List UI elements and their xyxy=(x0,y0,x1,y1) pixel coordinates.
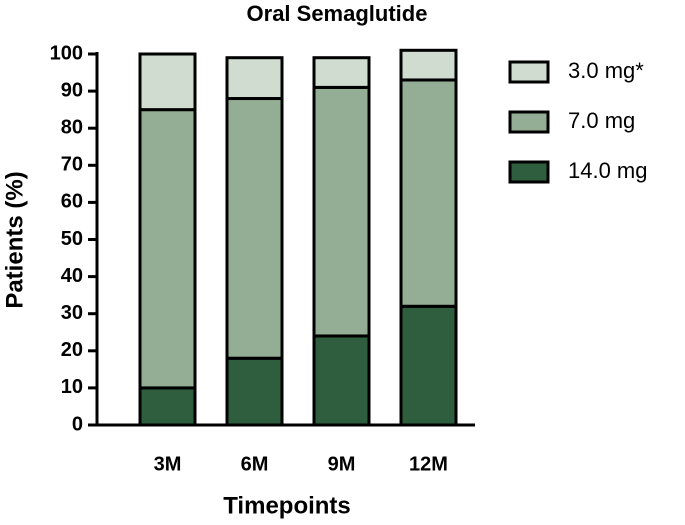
x-axis-label: Timepoints xyxy=(223,492,351,519)
y-tick-label: 90 xyxy=(61,79,83,101)
y-tick-label: 50 xyxy=(61,228,83,250)
y-tick-label: 10 xyxy=(61,376,83,398)
legend-swatch xyxy=(508,60,550,84)
y-tick-label: 30 xyxy=(61,302,83,324)
legend-label: 3.0 mg* xyxy=(568,58,644,83)
y-tick-label: 70 xyxy=(61,154,83,176)
bar-segment xyxy=(138,108,197,390)
y-tick-label: 80 xyxy=(61,116,83,138)
bar-segment xyxy=(312,85,371,338)
x-tick-label: 12M xyxy=(409,453,448,475)
x-tick-label: 6M xyxy=(241,453,269,475)
legend-swatch xyxy=(508,160,550,184)
bar-segment xyxy=(225,356,284,427)
bar-segment xyxy=(312,56,371,89)
bar-segment xyxy=(312,334,371,427)
x-tick-label: 3M xyxy=(154,453,182,475)
bar-segment xyxy=(225,97,284,360)
y-tick-label: 0 xyxy=(72,413,83,435)
bar-segment xyxy=(138,386,197,427)
y-tick-label: 40 xyxy=(61,265,83,287)
legend-label: 14.0 mg xyxy=(568,158,648,183)
chart-title: Oral Semaglutide xyxy=(247,1,428,26)
bar-segment xyxy=(399,78,458,308)
legend-label: 7.0 mg xyxy=(568,108,635,133)
bar-segment xyxy=(138,52,197,112)
legend-swatch xyxy=(508,110,550,134)
bar-segment xyxy=(225,56,284,101)
bar-segment xyxy=(399,304,458,427)
y-tick-label: 20 xyxy=(61,339,83,361)
x-tick-label: 9M xyxy=(328,453,356,475)
bar-segment xyxy=(399,48,458,82)
y-axis-label: Patients (%) xyxy=(1,171,28,308)
y-tick-label: 100 xyxy=(50,42,83,64)
y-tick-label: 60 xyxy=(61,191,83,213)
